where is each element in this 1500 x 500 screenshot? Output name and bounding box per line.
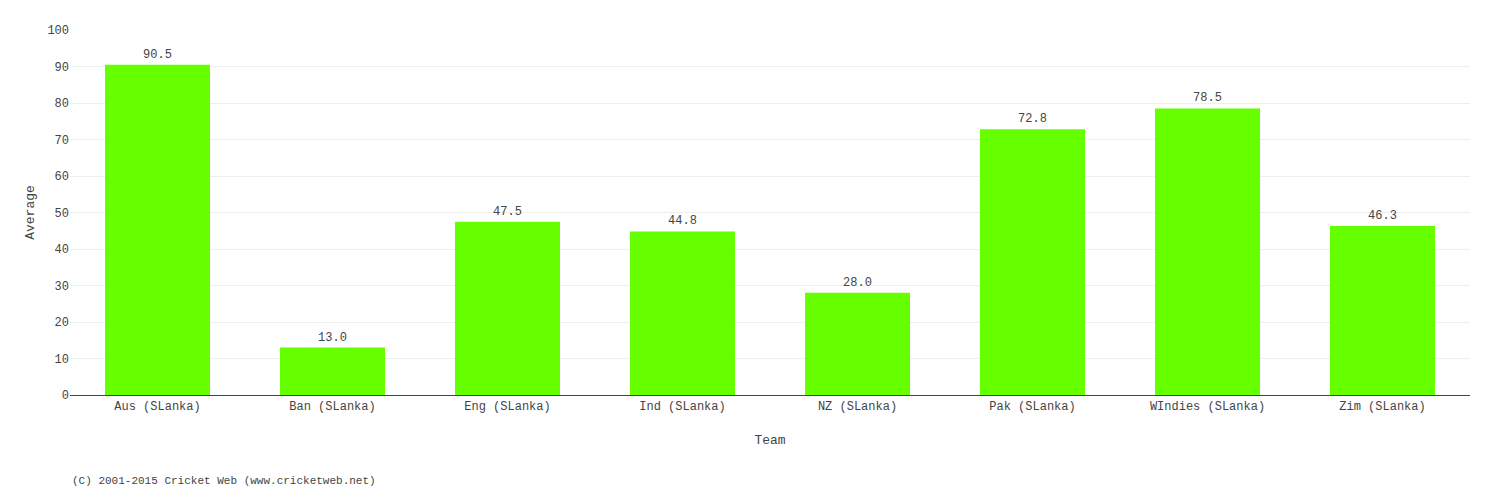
svg-text:Average: Average (23, 185, 38, 240)
svg-text:80: 80 (55, 97, 69, 111)
svg-text:NZ (SLanka): NZ (SLanka) (818, 400, 897, 414)
svg-text:Pak (SLanka): Pak (SLanka) (989, 400, 1075, 414)
svg-text:Ban (SLanka): Ban (SLanka) (289, 400, 375, 414)
svg-text:WIndies (SLanka): WIndies (SLanka) (1150, 400, 1265, 414)
svg-text:72.8: 72.8 (1018, 112, 1047, 126)
svg-text:60: 60 (55, 170, 69, 184)
svg-text:46.3: 46.3 (1368, 209, 1397, 223)
svg-text:Ind (SLanka): Ind (SLanka) (639, 400, 725, 414)
svg-text:90: 90 (55, 61, 69, 75)
svg-text:28.0: 28.0 (843, 276, 872, 290)
svg-text:47.5: 47.5 (493, 205, 522, 219)
svg-text:Eng (SLanka): Eng (SLanka) (464, 400, 550, 414)
svg-text:Team: Team (754, 433, 785, 448)
svg-text:10: 10 (55, 353, 69, 367)
svg-text:90.5: 90.5 (143, 48, 172, 62)
svg-text:70: 70 (55, 134, 69, 148)
svg-text:Zim (SLanka): Zim (SLanka) (1339, 400, 1425, 414)
svg-text:78.5: 78.5 (1193, 91, 1222, 105)
svg-text:30: 30 (55, 280, 69, 294)
svg-text:44.8: 44.8 (668, 214, 697, 228)
svg-text:(C) 2001-2015 Cricket Web (www: (C) 2001-2015 Cricket Web (www.cricketwe… (72, 475, 376, 487)
svg-text:100: 100 (47, 24, 69, 38)
svg-text:Aus (SLanka): Aus (SLanka) (114, 400, 200, 414)
svg-text:0: 0 (62, 389, 69, 403)
svg-text:50: 50 (55, 207, 69, 221)
svg-text:20: 20 (55, 316, 69, 330)
svg-text:13.0: 13.0 (318, 331, 347, 345)
svg-text:40: 40 (55, 243, 69, 257)
